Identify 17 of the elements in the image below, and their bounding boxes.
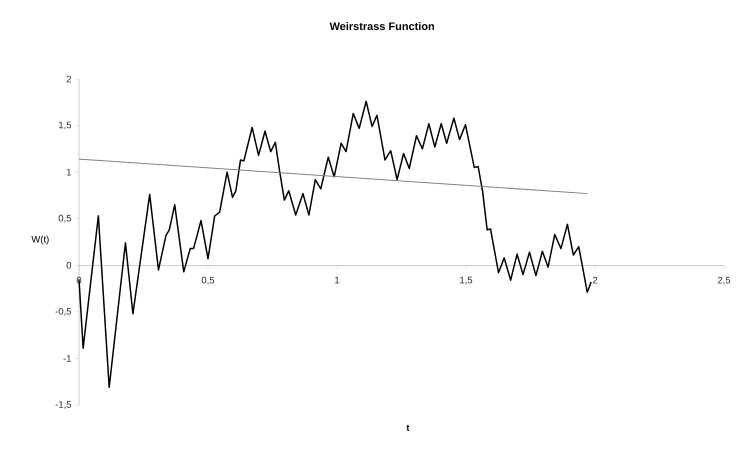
x-tick-label: 0,5 xyxy=(202,276,214,285)
x-tick-label: 2,5 xyxy=(718,276,730,285)
y-tick-label: 1,5 xyxy=(59,122,72,130)
y-tick-label: -1 xyxy=(63,355,72,362)
x-axis-title: t xyxy=(406,424,410,431)
chart-title: Weirstrass Function xyxy=(330,22,434,30)
y-tick-label: 0,5 xyxy=(58,214,72,223)
y-tick-label: -0,5 xyxy=(56,308,72,316)
x-tick-label: 2 xyxy=(592,276,598,284)
y-tick-label: 2 xyxy=(66,76,72,82)
y-tick-label: 1 xyxy=(66,168,72,176)
line-series xyxy=(78,100,592,388)
y-axis-title: W(t) xyxy=(31,236,49,244)
y-tick-label: 0 xyxy=(66,262,72,269)
y-tick-label: -1,5 xyxy=(56,401,72,409)
x-tick-label: 1 xyxy=(335,276,340,284)
x-tick-label: 1,5 xyxy=(460,276,472,285)
